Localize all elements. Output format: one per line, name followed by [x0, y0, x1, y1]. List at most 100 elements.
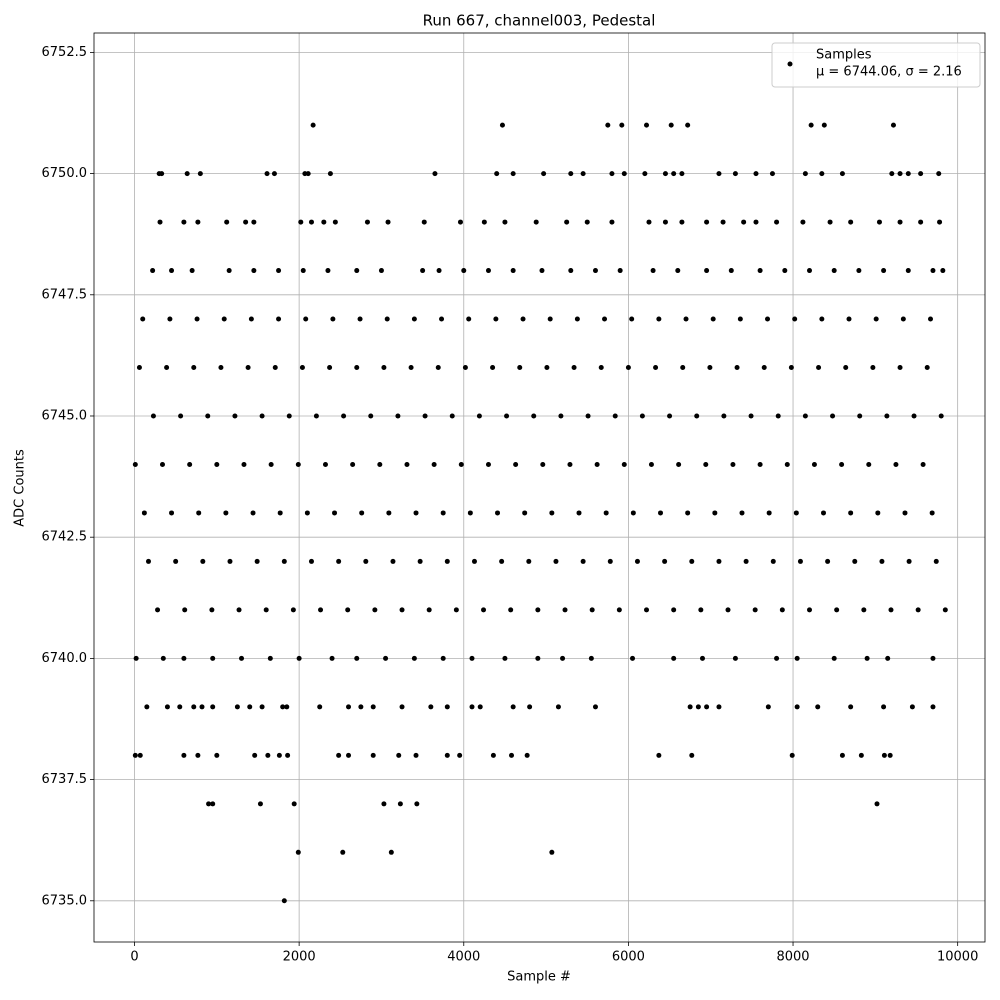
chart-title: Run 667, channel003, Pedestal [423, 12, 656, 30]
data-point [807, 607, 812, 613]
data-point [157, 219, 163, 225]
data-point [704, 704, 710, 710]
data-point [748, 413, 754, 419]
data-point [263, 607, 269, 613]
data-point [848, 219, 854, 225]
data-point [267, 655, 273, 661]
data-point [743, 558, 749, 564]
data-point [644, 607, 650, 613]
data-point [646, 219, 652, 225]
data-point [605, 122, 611, 128]
data-point [533, 219, 539, 225]
data-point [346, 752, 352, 758]
data-point [494, 171, 500, 177]
data-point [354, 655, 360, 661]
data-point [789, 752, 795, 758]
data-point [181, 752, 187, 758]
data-point [662, 219, 668, 225]
data-point [332, 510, 338, 516]
data-point [609, 219, 615, 225]
data-point [250, 510, 256, 516]
data-point [426, 607, 432, 613]
data-point [703, 461, 709, 467]
data-point [619, 122, 625, 128]
data-point [327, 171, 333, 177]
data-point [182, 607, 188, 613]
data-point [520, 316, 526, 322]
data-point [897, 365, 903, 371]
data-point [300, 268, 306, 274]
data-point [576, 510, 582, 516]
data-point [884, 413, 890, 419]
data-point [540, 461, 546, 467]
data-point [942, 607, 948, 613]
data-point [329, 655, 335, 661]
data-point [357, 316, 363, 322]
data-point [214, 461, 220, 467]
data-point [839, 171, 845, 177]
data-point [535, 655, 541, 661]
data-point [317, 704, 323, 710]
data-point [431, 461, 437, 467]
data-point [770, 558, 776, 564]
data-point [466, 316, 472, 322]
data-point [679, 171, 685, 177]
data-point [254, 558, 260, 564]
data-point [585, 413, 591, 419]
data-point [435, 365, 441, 371]
data-point [834, 607, 840, 613]
data-point [385, 219, 391, 225]
data-point [502, 219, 508, 225]
data-point [848, 510, 854, 516]
data-point [794, 655, 800, 661]
legend: Samples μ = 6744.06, σ = 2.16 [771, 42, 981, 88]
data-point [330, 316, 336, 322]
data-point [241, 461, 247, 467]
data-point [539, 268, 545, 274]
data-point [792, 316, 798, 322]
data-point [411, 316, 417, 322]
data-point [830, 413, 836, 419]
data-point [358, 704, 364, 710]
data-point [395, 413, 401, 419]
data-point [716, 704, 722, 710]
data-point [513, 461, 519, 467]
data-point [928, 316, 934, 322]
x-tick-label: 8000 [776, 950, 809, 965]
data-point [259, 704, 265, 710]
data-point [580, 558, 586, 564]
data-point [218, 365, 224, 371]
data-point [444, 558, 450, 564]
data-point [680, 365, 686, 371]
data-point [359, 510, 365, 516]
data-point [788, 365, 794, 371]
data-point [396, 752, 402, 758]
data-point [568, 268, 574, 274]
data-point [490, 752, 496, 758]
data-point [885, 655, 891, 661]
legend-label: Samples [816, 48, 872, 63]
data-point [272, 365, 278, 371]
data-point [485, 268, 491, 274]
data-point [936, 171, 942, 177]
data-point [933, 558, 939, 564]
data-point [276, 316, 282, 322]
data-point [485, 461, 491, 467]
data-point [144, 704, 150, 710]
y-axis-label: ADC Counts [13, 449, 28, 527]
data-point [199, 704, 205, 710]
data-point [499, 122, 505, 128]
data-point [656, 316, 662, 322]
data-point [510, 268, 516, 274]
data-point [469, 704, 475, 710]
data-point [704, 268, 710, 274]
data-point [341, 413, 347, 419]
data-point [594, 461, 600, 467]
data-point [856, 268, 862, 274]
data-point [602, 316, 608, 322]
data-point [251, 219, 257, 225]
data-point [210, 704, 216, 710]
data-point [205, 413, 211, 419]
data-point [386, 510, 392, 516]
data-point [303, 316, 309, 322]
